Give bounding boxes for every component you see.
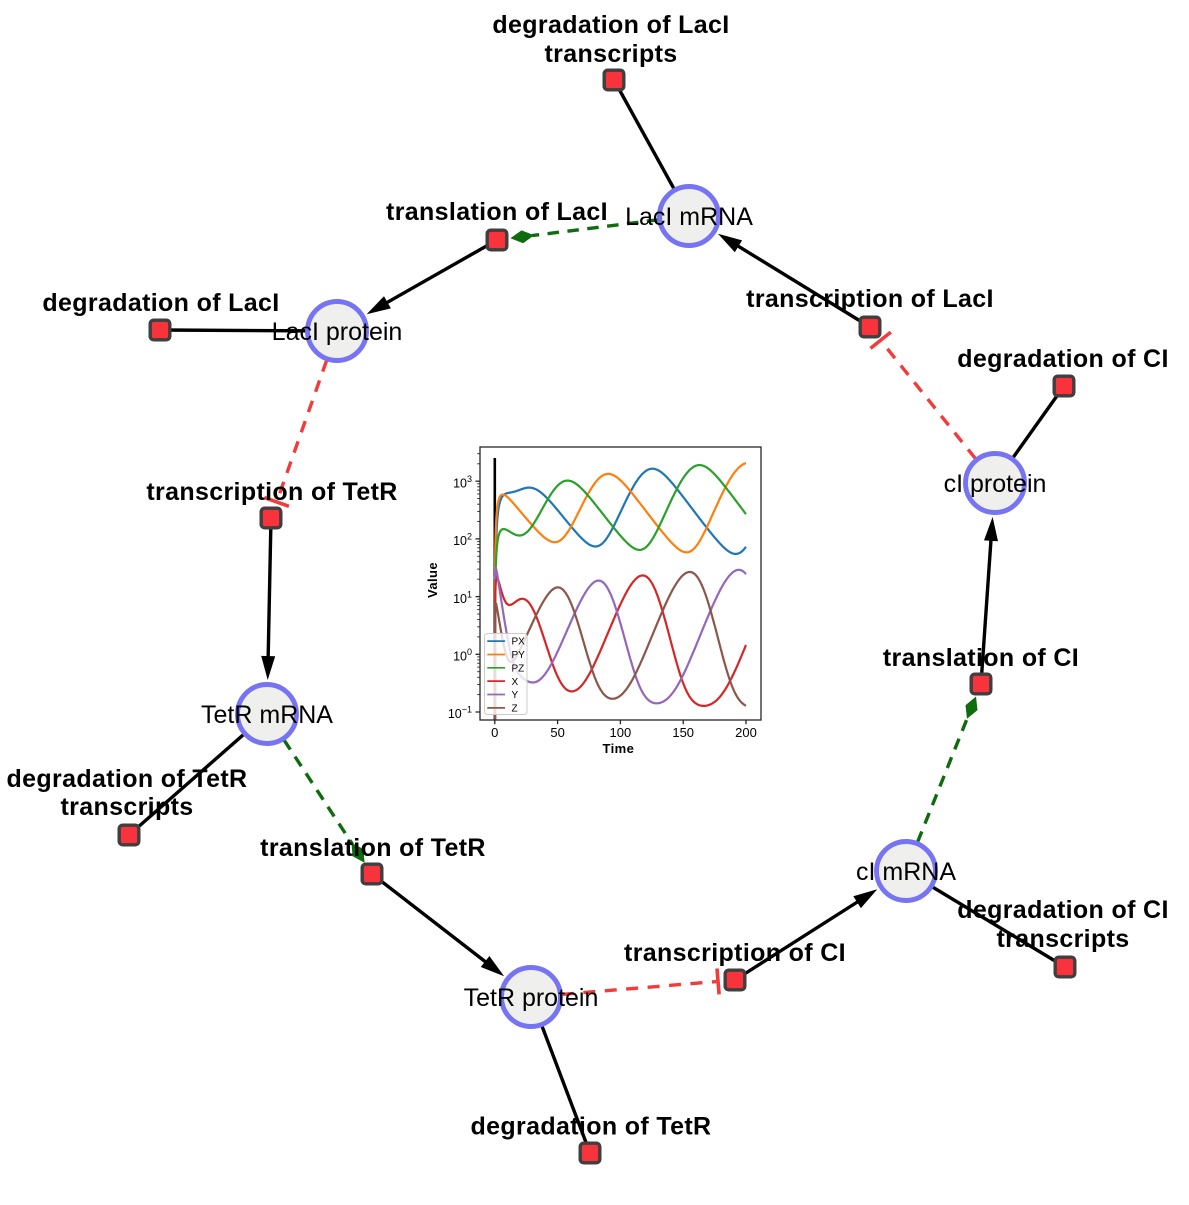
svg-text:transcription of CI: transcription of CI <box>624 939 846 967</box>
svg-text:transcripts: transcripts <box>544 40 677 68</box>
svg-text:TetR mRNA: TetR mRNA <box>201 701 333 729</box>
svg-text:Y: Y <box>512 690 519 701</box>
svg-text:Time: Time <box>603 741 635 756</box>
svg-text:degradation of LacI: degradation of LacI <box>42 289 279 317</box>
svg-text:Value: Value <box>425 562 440 598</box>
svg-text:transcripts: transcripts <box>996 925 1129 953</box>
svg-text:transcription of TetR: transcription of TetR <box>146 478 397 506</box>
svg-text:transcripts: transcripts <box>60 793 193 821</box>
svg-text:translation of CI: translation of CI <box>883 644 1079 672</box>
svg-text:X: X <box>512 677 519 688</box>
svg-text:transcription of LacI: transcription of LacI <box>746 285 994 313</box>
svg-text:degradation of CI: degradation of CI <box>957 345 1169 373</box>
svg-text:translation of LacI: translation of LacI <box>386 198 608 226</box>
svg-text:degradation of TetR: degradation of TetR <box>7 765 248 793</box>
svg-text:Z: Z <box>512 704 518 715</box>
svg-text:cI mRNA: cI mRNA <box>856 858 956 886</box>
svg-text:50: 50 <box>550 725 564 740</box>
svg-text:translation of TetR: translation of TetR <box>260 834 486 862</box>
svg-text:150: 150 <box>672 725 694 740</box>
svg-text:TetR protein: TetR protein <box>464 984 599 1012</box>
svg-text:degradation of TetR: degradation of TetR <box>471 1113 712 1141</box>
svg-text:degradation of LacI: degradation of LacI <box>492 11 729 39</box>
svg-text:cI protein: cI protein <box>944 470 1047 498</box>
svg-text:degradation of CI: degradation of CI <box>957 896 1169 924</box>
svg-text:100: 100 <box>610 725 632 740</box>
svg-text:LacI protein: LacI protein <box>272 318 403 346</box>
svg-text:LacI mRNA: LacI mRNA <box>625 203 753 231</box>
svg-text:PY: PY <box>512 650 526 661</box>
svg-text:0: 0 <box>491 725 498 740</box>
svg-text:200: 200 <box>735 725 757 740</box>
svg-text:PZ: PZ <box>512 663 525 674</box>
svg-text:PX: PX <box>512 637 526 648</box>
